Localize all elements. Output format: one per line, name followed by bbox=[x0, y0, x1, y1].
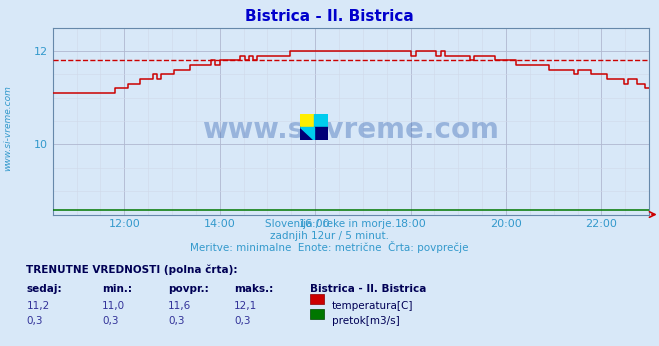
Text: 0,3: 0,3 bbox=[102, 316, 119, 326]
Text: 12,1: 12,1 bbox=[234, 301, 257, 311]
Text: 11,2: 11,2 bbox=[26, 301, 49, 311]
Text: maks.:: maks.: bbox=[234, 284, 273, 294]
Text: 0,3: 0,3 bbox=[168, 316, 185, 326]
Text: Meritve: minimalne  Enote: metrične  Črta: povprečje: Meritve: minimalne Enote: metrične Črta:… bbox=[190, 241, 469, 253]
Text: 0,3: 0,3 bbox=[26, 316, 43, 326]
Text: 11,0: 11,0 bbox=[102, 301, 125, 311]
Bar bbox=[314, 127, 328, 140]
Text: sedaj:: sedaj: bbox=[26, 284, 62, 294]
Text: povpr.:: povpr.: bbox=[168, 284, 209, 294]
Text: 0,3: 0,3 bbox=[234, 316, 250, 326]
Bar bbox=[300, 114, 314, 127]
Text: min.:: min.: bbox=[102, 284, 132, 294]
Text: Bistrica - Il. Bistrica: Bistrica - Il. Bistrica bbox=[245, 9, 414, 24]
Bar bbox=[314, 114, 328, 127]
Text: TRENUTNE VREDNOSTI (polna črta):: TRENUTNE VREDNOSTI (polna črta): bbox=[26, 265, 238, 275]
Text: pretok[m3/s]: pretok[m3/s] bbox=[332, 316, 400, 326]
Polygon shape bbox=[300, 127, 314, 140]
Text: Bistrica - Il. Bistrica: Bistrica - Il. Bistrica bbox=[310, 284, 426, 294]
Text: Slovenija / reke in morje.: Slovenija / reke in morje. bbox=[264, 219, 395, 229]
Polygon shape bbox=[300, 127, 314, 140]
Text: zadnjih 12ur / 5 minut.: zadnjih 12ur / 5 minut. bbox=[270, 231, 389, 241]
Text: www.si-vreme.com: www.si-vreme.com bbox=[3, 85, 13, 171]
Text: www.si-vreme.com: www.si-vreme.com bbox=[202, 117, 500, 144]
Text: temperatura[C]: temperatura[C] bbox=[332, 301, 414, 311]
Text: 11,6: 11,6 bbox=[168, 301, 191, 311]
